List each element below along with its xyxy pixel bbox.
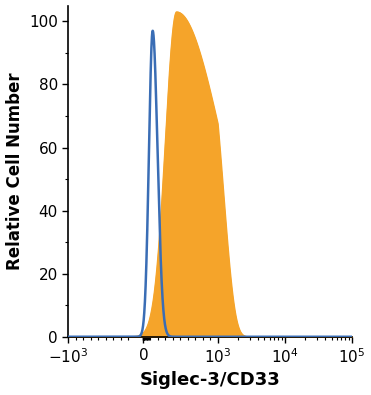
Y-axis label: Relative Cell Number: Relative Cell Number — [6, 72, 23, 270]
X-axis label: Siglec-3/CD33: Siglec-3/CD33 — [140, 371, 280, 389]
